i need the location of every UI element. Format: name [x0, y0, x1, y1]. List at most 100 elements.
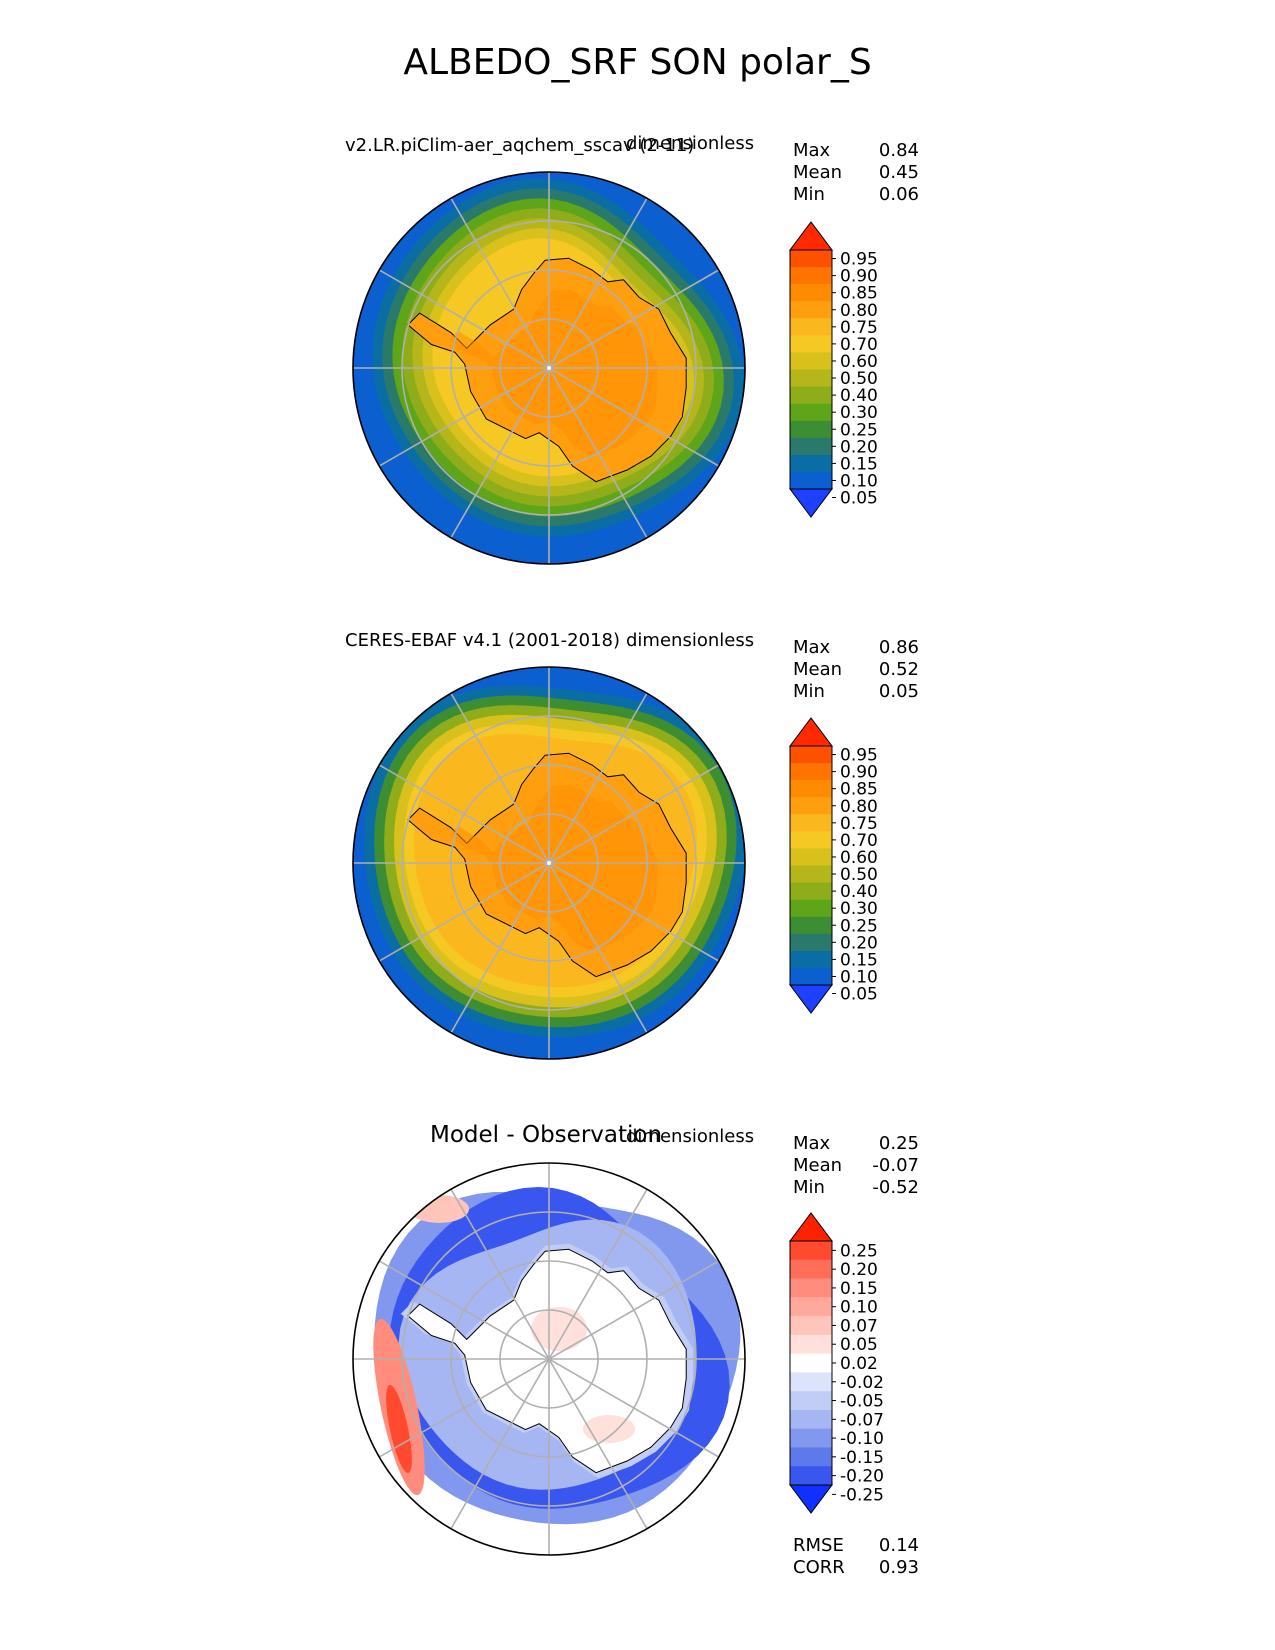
colorbar-segment: [790, 780, 832, 798]
colorbar-segment: [790, 335, 832, 353]
panel-units: dimensionless: [626, 133, 755, 154]
stat-value: 0.84: [878, 140, 919, 161]
polar-map: [352, 171, 746, 565]
stat-value: 0.06: [878, 184, 919, 205]
colorbar-segment: [790, 267, 832, 285]
difference-panel: Model - Observation dimensionless Max 0.2…: [0, 0, 1275, 1578]
stat-value: 0.14: [878, 1535, 919, 1556]
colorbar-tick-label: -0.02: [840, 1373, 884, 1393]
colorbar: 0.950.900.850.800.750.700.600.500.400.30…: [789, 221, 878, 518]
panel-units: dimensionless: [626, 630, 755, 651]
colorbar-segment: [790, 1391, 832, 1411]
polar-map: [352, 666, 746, 1060]
stat-label: Max: [793, 637, 831, 658]
stat-value: 0.45: [878, 162, 919, 183]
colorbar-tick-label: -0.07: [840, 1410, 884, 1430]
colorbar-tick-label: 0.50: [840, 865, 878, 885]
colorbar-tick-label: -0.20: [840, 1467, 884, 1487]
graticule: [353, 1163, 745, 1555]
stat-label: Mean: [793, 162, 843, 183]
colorbar-tick-label: 0.90: [840, 267, 878, 287]
colorbar-segment: [790, 865, 832, 884]
colorbar-tick-label: 0.02: [840, 1354, 878, 1374]
colorbar-tick-label: 0.40: [840, 882, 878, 902]
stat-label: Min: [793, 681, 825, 702]
positive-anomaly: [583, 1415, 635, 1443]
colorbar-segments: [789, 1212, 833, 1514]
colorbar-segment: [790, 318, 832, 336]
colorbar-tick-label: 0.25: [840, 1241, 878, 1261]
colorbar: 0.250.200.150.100.070.050.02-0.02-0.05-0…: [789, 1212, 884, 1514]
panel-title-left: v2.LR.piClim-aer_aqchem_sscav (2-11): [345, 135, 695, 156]
colorbar-segments: [789, 717, 833, 1014]
colorbar-extend-min: [789, 1484, 833, 1514]
colorbar-tick-label: -0.10: [840, 1429, 884, 1449]
stat-label: Max: [793, 1133, 831, 1154]
colorbar-extend-max: [789, 1212, 833, 1242]
colorbar-tick-label: 0.20: [840, 933, 878, 953]
stat-value: -0.52: [872, 1177, 919, 1198]
colorbar-segment: [790, 1316, 832, 1336]
albedo-contour: [449, 784, 658, 953]
colorbar-segment: [790, 746, 832, 764]
colorbar-segment: [790, 831, 832, 849]
map-field: [353, 1163, 745, 1555]
colorbar-segment: [790, 1372, 832, 1392]
colorbar-segment: [790, 797, 832, 815]
colorbar-tick-label: 0.85: [840, 284, 878, 304]
colorbar-tick-label: 0.60: [840, 848, 878, 868]
stat-label: CORR: [793, 1557, 845, 1578]
colorbar-segment: [790, 420, 832, 439]
colorbar-segment: [790, 899, 832, 918]
colorbar-tick-label: 0.05: [840, 489, 878, 509]
panel-units: dimensionless: [626, 1126, 755, 1147]
colorbar-extend-min: [789, 488, 833, 518]
colorbar-segment: [790, 301, 832, 319]
colorbar-tick-label: 0.70: [840, 335, 878, 355]
colorbar-tick-label: 0.40: [840, 386, 878, 406]
observation-panel: CERES-EBAF v4.1 (2001-2018) dimensionles…: [0, 0, 1275, 1060]
stat-value: 0.05: [878, 681, 919, 702]
colorbar-segment: [790, 250, 832, 268]
colorbar-tick-label: 0.75: [840, 318, 878, 338]
colorbar-tick-label: 0.60: [840, 352, 878, 372]
colorbar-segment: [790, 1334, 832, 1355]
colorbar-segment: [790, 471, 832, 490]
colorbar-segments: [789, 221, 833, 518]
colorbar-tick-label: 0.50: [840, 369, 878, 389]
colorbar-tick-label: 0.25: [840, 420, 878, 440]
stat-value: 0.86: [878, 637, 919, 658]
positive-anomaly: [409, 1195, 469, 1223]
colorbar-tick-label: 0.20: [840, 1260, 878, 1280]
stats-table: Max 0.86 Mean 0.52 Min 0.05: [793, 637, 919, 703]
colorbar-segment: [790, 814, 832, 832]
colorbar-segment: [790, 1428, 832, 1448]
model-panel: v2.LR.piClim-aer_aqchem_sscav (2-11) dim…: [0, 0, 1275, 565]
colorbar-tick-label: 0.05: [840, 1335, 878, 1355]
colorbar-tick-label: -0.05: [840, 1392, 884, 1412]
colorbar-tick-label: 0.07: [840, 1316, 878, 1336]
colorbar-segment: [790, 1259, 832, 1280]
colorbar-tick-label: 0.75: [840, 814, 878, 834]
colorbar-segment: [790, 369, 832, 388]
colorbar-segment: [790, 763, 832, 781]
colorbar-tick-label: 0.70: [840, 831, 878, 851]
pole-marker: [547, 861, 551, 865]
figure-title: ALBEDO_SRF SON polar_S: [403, 42, 872, 83]
stat-value: -0.07: [872, 1155, 919, 1176]
colorbar-extend-min: [789, 984, 833, 1014]
stat-label: Mean: [793, 659, 843, 680]
colorbar-tick-label: 0.15: [840, 950, 878, 970]
colorbar-tick-label: -0.15: [840, 1448, 884, 1468]
stat-label: Mean: [793, 1155, 843, 1176]
positive-anomaly: [531, 1307, 587, 1351]
colorbar-segment: [790, 386, 832, 405]
colorbar-segment: [790, 454, 832, 473]
colorbar-segment: [790, 437, 832, 456]
colorbar-tick-label: 0.95: [840, 250, 878, 270]
stats-table: Max 0.84 Mean 0.45 Min 0.06: [793, 140, 919, 206]
colorbar-tick-label: 0.95: [840, 746, 878, 766]
error-stats-table: RMSE 0.14 CORR 0.93: [793, 1535, 919, 1579]
colorbar: 0.950.900.850.800.750.700.600.500.400.30…: [789, 717, 878, 1014]
stat-value: 0.25: [878, 1133, 919, 1154]
